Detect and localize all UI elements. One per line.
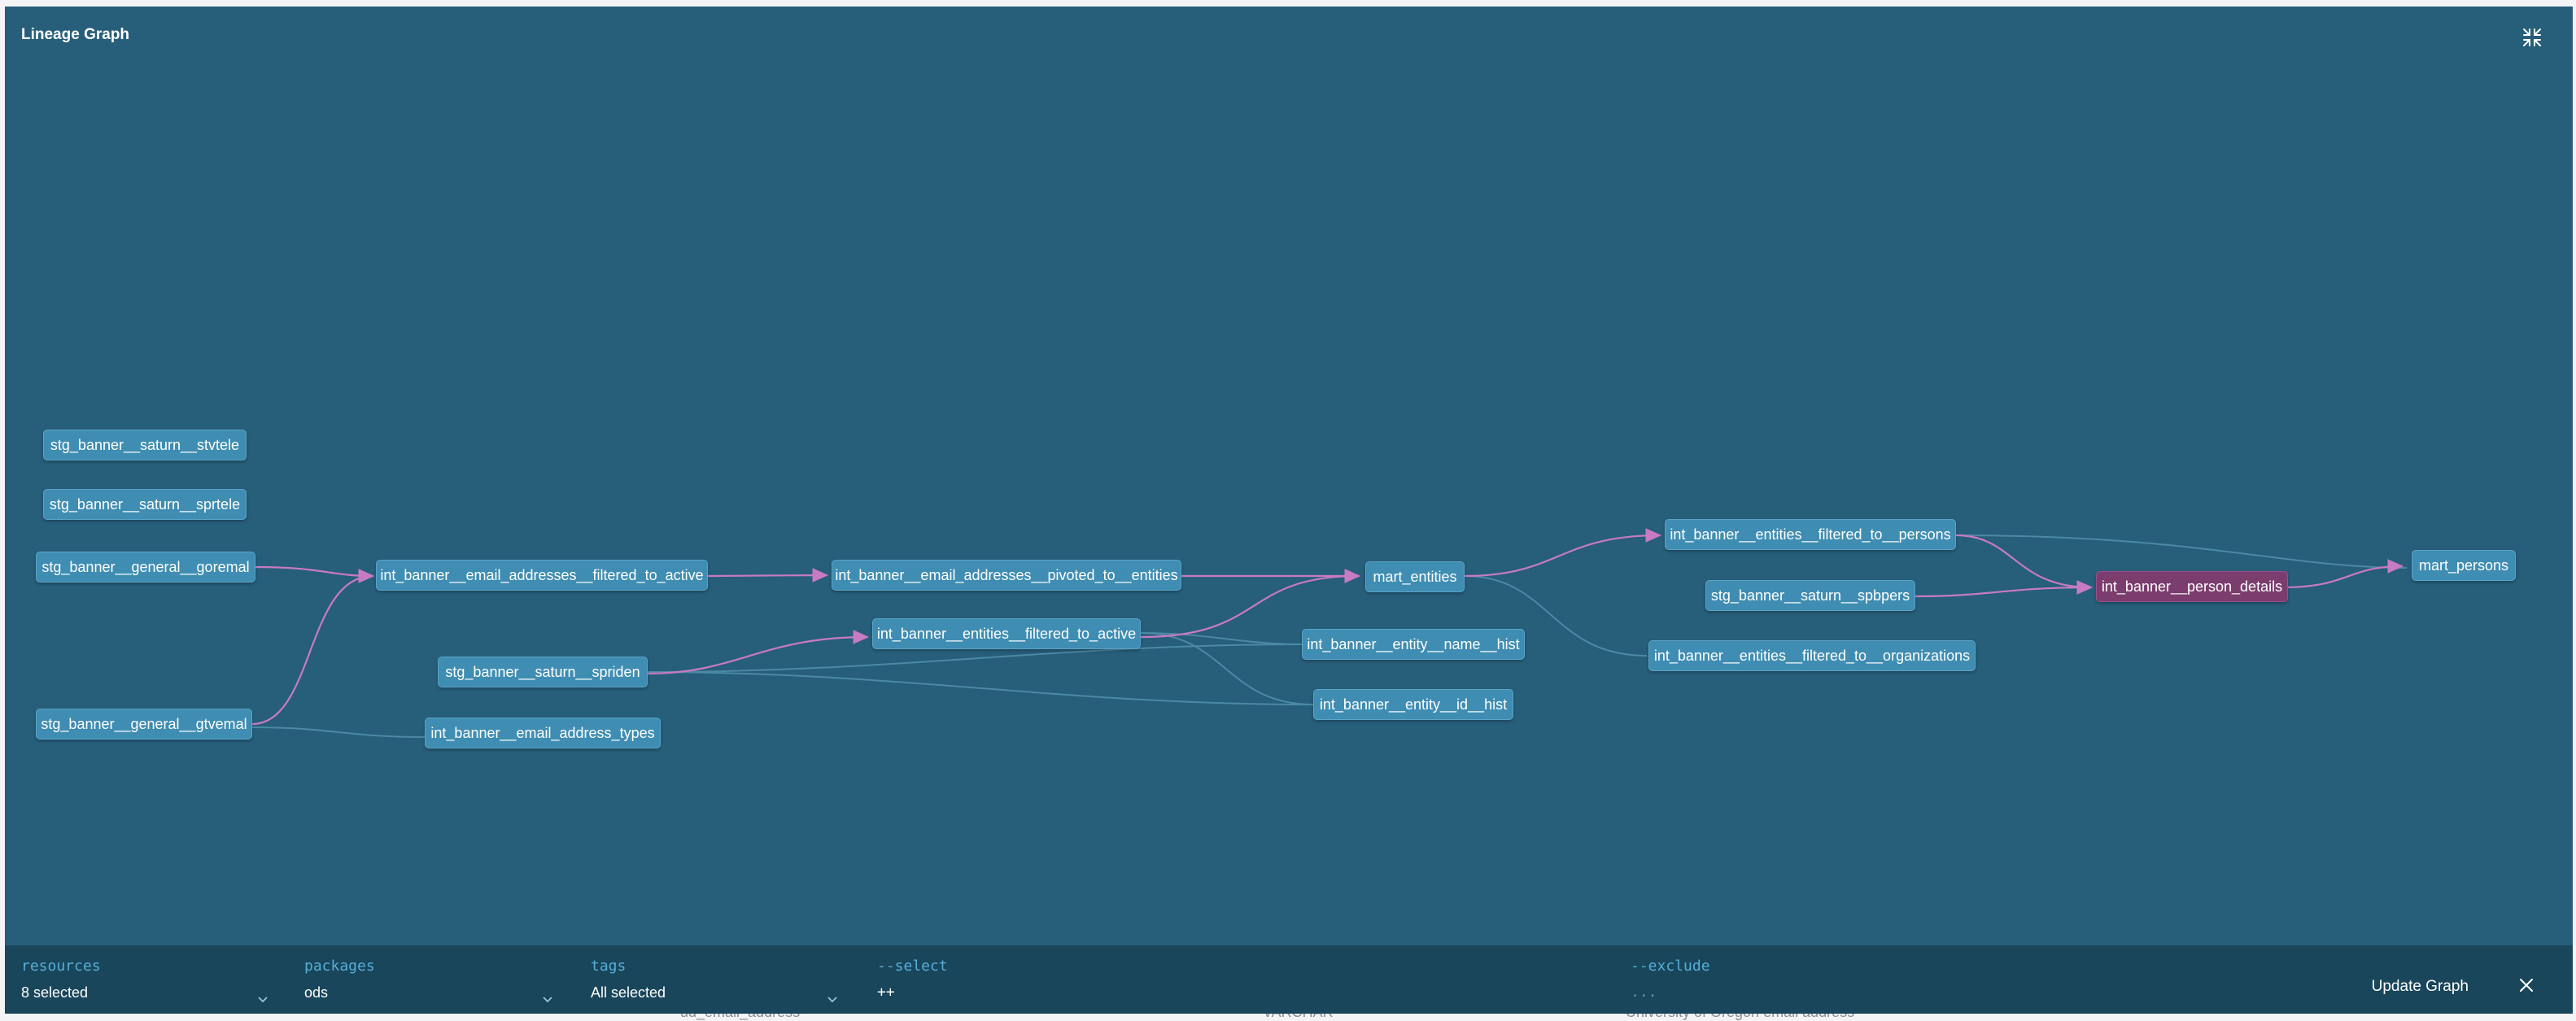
node-stg-banner-general-gtvemal[interactable]: stg_banner__general__gtvemal (36, 709, 252, 740)
edge-person-details-mart-persons (2282, 559, 2404, 589)
edge-mart-entities-to-orgs (1464, 575, 1648, 657)
resources-filter[interactable]: resources 8 selected (21, 957, 273, 1003)
edge-to-persons-person-details (1955, 534, 2094, 595)
resources-value[interactable]: 8 selected (21, 984, 89, 1001)
packages-value[interactable]: ods (304, 984, 329, 1001)
select-input[interactable]: ++ (877, 984, 895, 1001)
edge-entities-filtered-name-hist (1140, 632, 1303, 645)
exclude-filter[interactable]: --exclude ... (1631, 957, 2330, 1002)
edge-gtvemal-email-filtered (251, 569, 375, 726)
exclude-label: --exclude (1631, 958, 1710, 975)
node-stg-banner-saturn-sprtele[interactable]: stg_banner__saturn__sprtele (43, 489, 247, 520)
node-stg-banner-saturn-spriden[interactable]: stg_banner__saturn__spriden (438, 657, 648, 687)
resources-label: resources (21, 958, 101, 975)
edge-spriden-id-hist (647, 671, 1314, 705)
tags-filter[interactable]: tags All selected (591, 957, 843, 1003)
node-int-banner-entities-filtered-to-active[interactable]: int_banner__entities__filtered_to_active (872, 618, 1141, 649)
packages-label: packages (304, 958, 375, 975)
edge-email-filtered-email-pivoted (707, 568, 829, 582)
edge-mart-entities-to-persons (1464, 528, 1662, 578)
tags-value[interactable]: All selected (591, 984, 666, 1001)
lineage-graph-modal: Lineage Graph (5, 7, 2573, 1014)
node-stg-banner-general-goremal[interactable]: stg_banner__general__goremal (36, 552, 255, 582)
node-int-banner-email-address-types[interactable]: int_banner__email_address_types (425, 718, 661, 748)
edge-gtvemal-email-types (251, 726, 426, 738)
chevron-down-icon[interactable] (827, 994, 838, 1006)
edge-spriden-name-hist (647, 644, 1303, 673)
exclude-input[interactable]: ... (1631, 984, 1657, 1001)
modal-title: Lineage Graph (21, 26, 130, 43)
node-mart-persons[interactable]: mart_persons (2412, 550, 2516, 581)
select-filter[interactable]: --select ++ (877, 957, 1577, 1002)
node-int-banner-entities-filtered-to-organizations[interactable]: int_banner__entities__filtered_to__organ… (1648, 640, 1976, 671)
edge-spbpers-person-details (1915, 580, 2094, 598)
node-int-banner-entity-id-hist[interactable]: int_banner__entity__id__hist (1313, 689, 1513, 720)
collapse-arrows-icon[interactable] (2521, 26, 2543, 49)
node-int-banner-email-addresses-filtered-to-active[interactable]: int_banner__email_addresses__filtered_to… (376, 560, 708, 591)
chevron-down-icon[interactable] (257, 994, 269, 1006)
node-mart-entities[interactable]: mart_entities (1365, 561, 1465, 592)
chevron-down-icon[interactable] (542, 994, 553, 1006)
edge-spriden-entities-filtered (647, 630, 870, 675)
update-graph-button[interactable]: Update Graph (2371, 978, 2469, 995)
lineage-edges (251, 528, 2408, 738)
graph-filter-bar: resources 8 selected packages ods tags A… (5, 945, 2573, 1014)
node-stg-banner-saturn-stvtele[interactable]: stg_banner__saturn__stvtele (43, 430, 247, 460)
select-label: --select (877, 958, 948, 975)
close-icon[interactable] (2517, 976, 2535, 994)
node-int-banner-person-details[interactable]: int_banner__person_details (2096, 571, 2288, 602)
edge-to-persons-mart-persons (1955, 534, 2408, 569)
node-int-banner-email-addresses-pivoted-to-entities[interactable]: int_banner__email_addresses__pivoted_to_… (832, 560, 1181, 591)
packages-filter[interactable]: packages ods (304, 957, 557, 1003)
node-stg-banner-saturn-spbpers[interactable]: stg_banner__saturn__spbpers (1705, 580, 1915, 611)
edge-goremal-email-filtered (255, 565, 375, 583)
node-int-banner-entity-name-hist[interactable]: int_banner__entity__name__hist (1302, 629, 1525, 660)
node-int-banner-entities-filtered-to-persons[interactable]: int_banner__entities__filtered_to__perso… (1665, 519, 1956, 550)
edge-entities-filtered-mart-entities (1140, 569, 1361, 639)
tags-label: tags (591, 958, 627, 975)
